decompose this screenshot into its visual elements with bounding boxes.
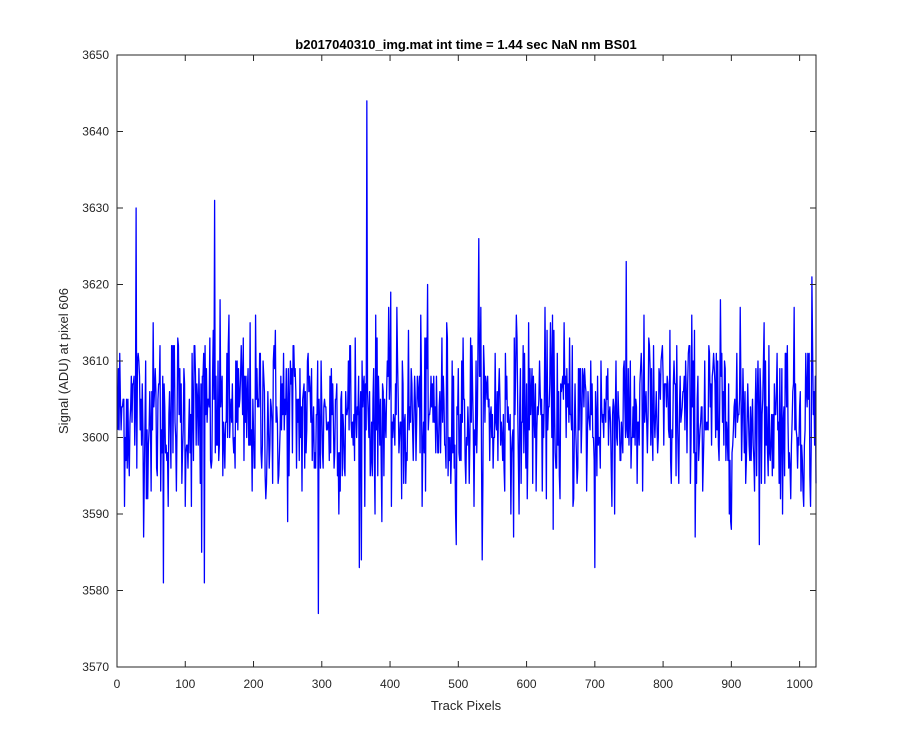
ticks-layer: 0 100 200 300 400 500 600 700 800 900 1000 3570 3580… bbox=[82, 48, 816, 691]
y-tick-label: 3620 bbox=[82, 278, 109, 292]
y-tick-label: 3640 bbox=[82, 125, 109, 139]
x-tick-label: 700 bbox=[585, 677, 605, 691]
y-tick-label: 3600 bbox=[82, 431, 109, 445]
y-tick-label: 3580 bbox=[82, 584, 109, 598]
y-tick-label: 3630 bbox=[82, 201, 109, 215]
plot-area bbox=[117, 55, 816, 667]
x-axis-label: Track Pixels bbox=[431, 698, 502, 713]
x-tick-label: 1000 bbox=[786, 677, 813, 691]
y-tick-label: 3570 bbox=[82, 660, 109, 674]
x-tick-label: 600 bbox=[517, 677, 537, 691]
x-tick-label: 900 bbox=[721, 677, 741, 691]
x-tick-label: 500 bbox=[448, 677, 468, 691]
series-layer bbox=[117, 100, 817, 615]
x-tick-label: 200 bbox=[244, 677, 264, 691]
y-axis-label: Signal (ADU) at pixel 606 bbox=[56, 288, 71, 434]
x-tick-label: 0 bbox=[114, 677, 121, 691]
y-tick-label: 3610 bbox=[82, 354, 109, 368]
x-tick-label: 100 bbox=[175, 677, 195, 691]
x-tick-label: 400 bbox=[380, 677, 400, 691]
y-tick-label: 3650 bbox=[82, 48, 109, 62]
x-tick-label: 300 bbox=[312, 677, 332, 691]
chart-title: b2017040310_img.mat int time = 1.44 sec … bbox=[295, 37, 636, 52]
x-tick-label: 800 bbox=[653, 677, 673, 691]
series-line bbox=[117, 100, 817, 615]
y-tick-label: 3590 bbox=[82, 507, 109, 521]
